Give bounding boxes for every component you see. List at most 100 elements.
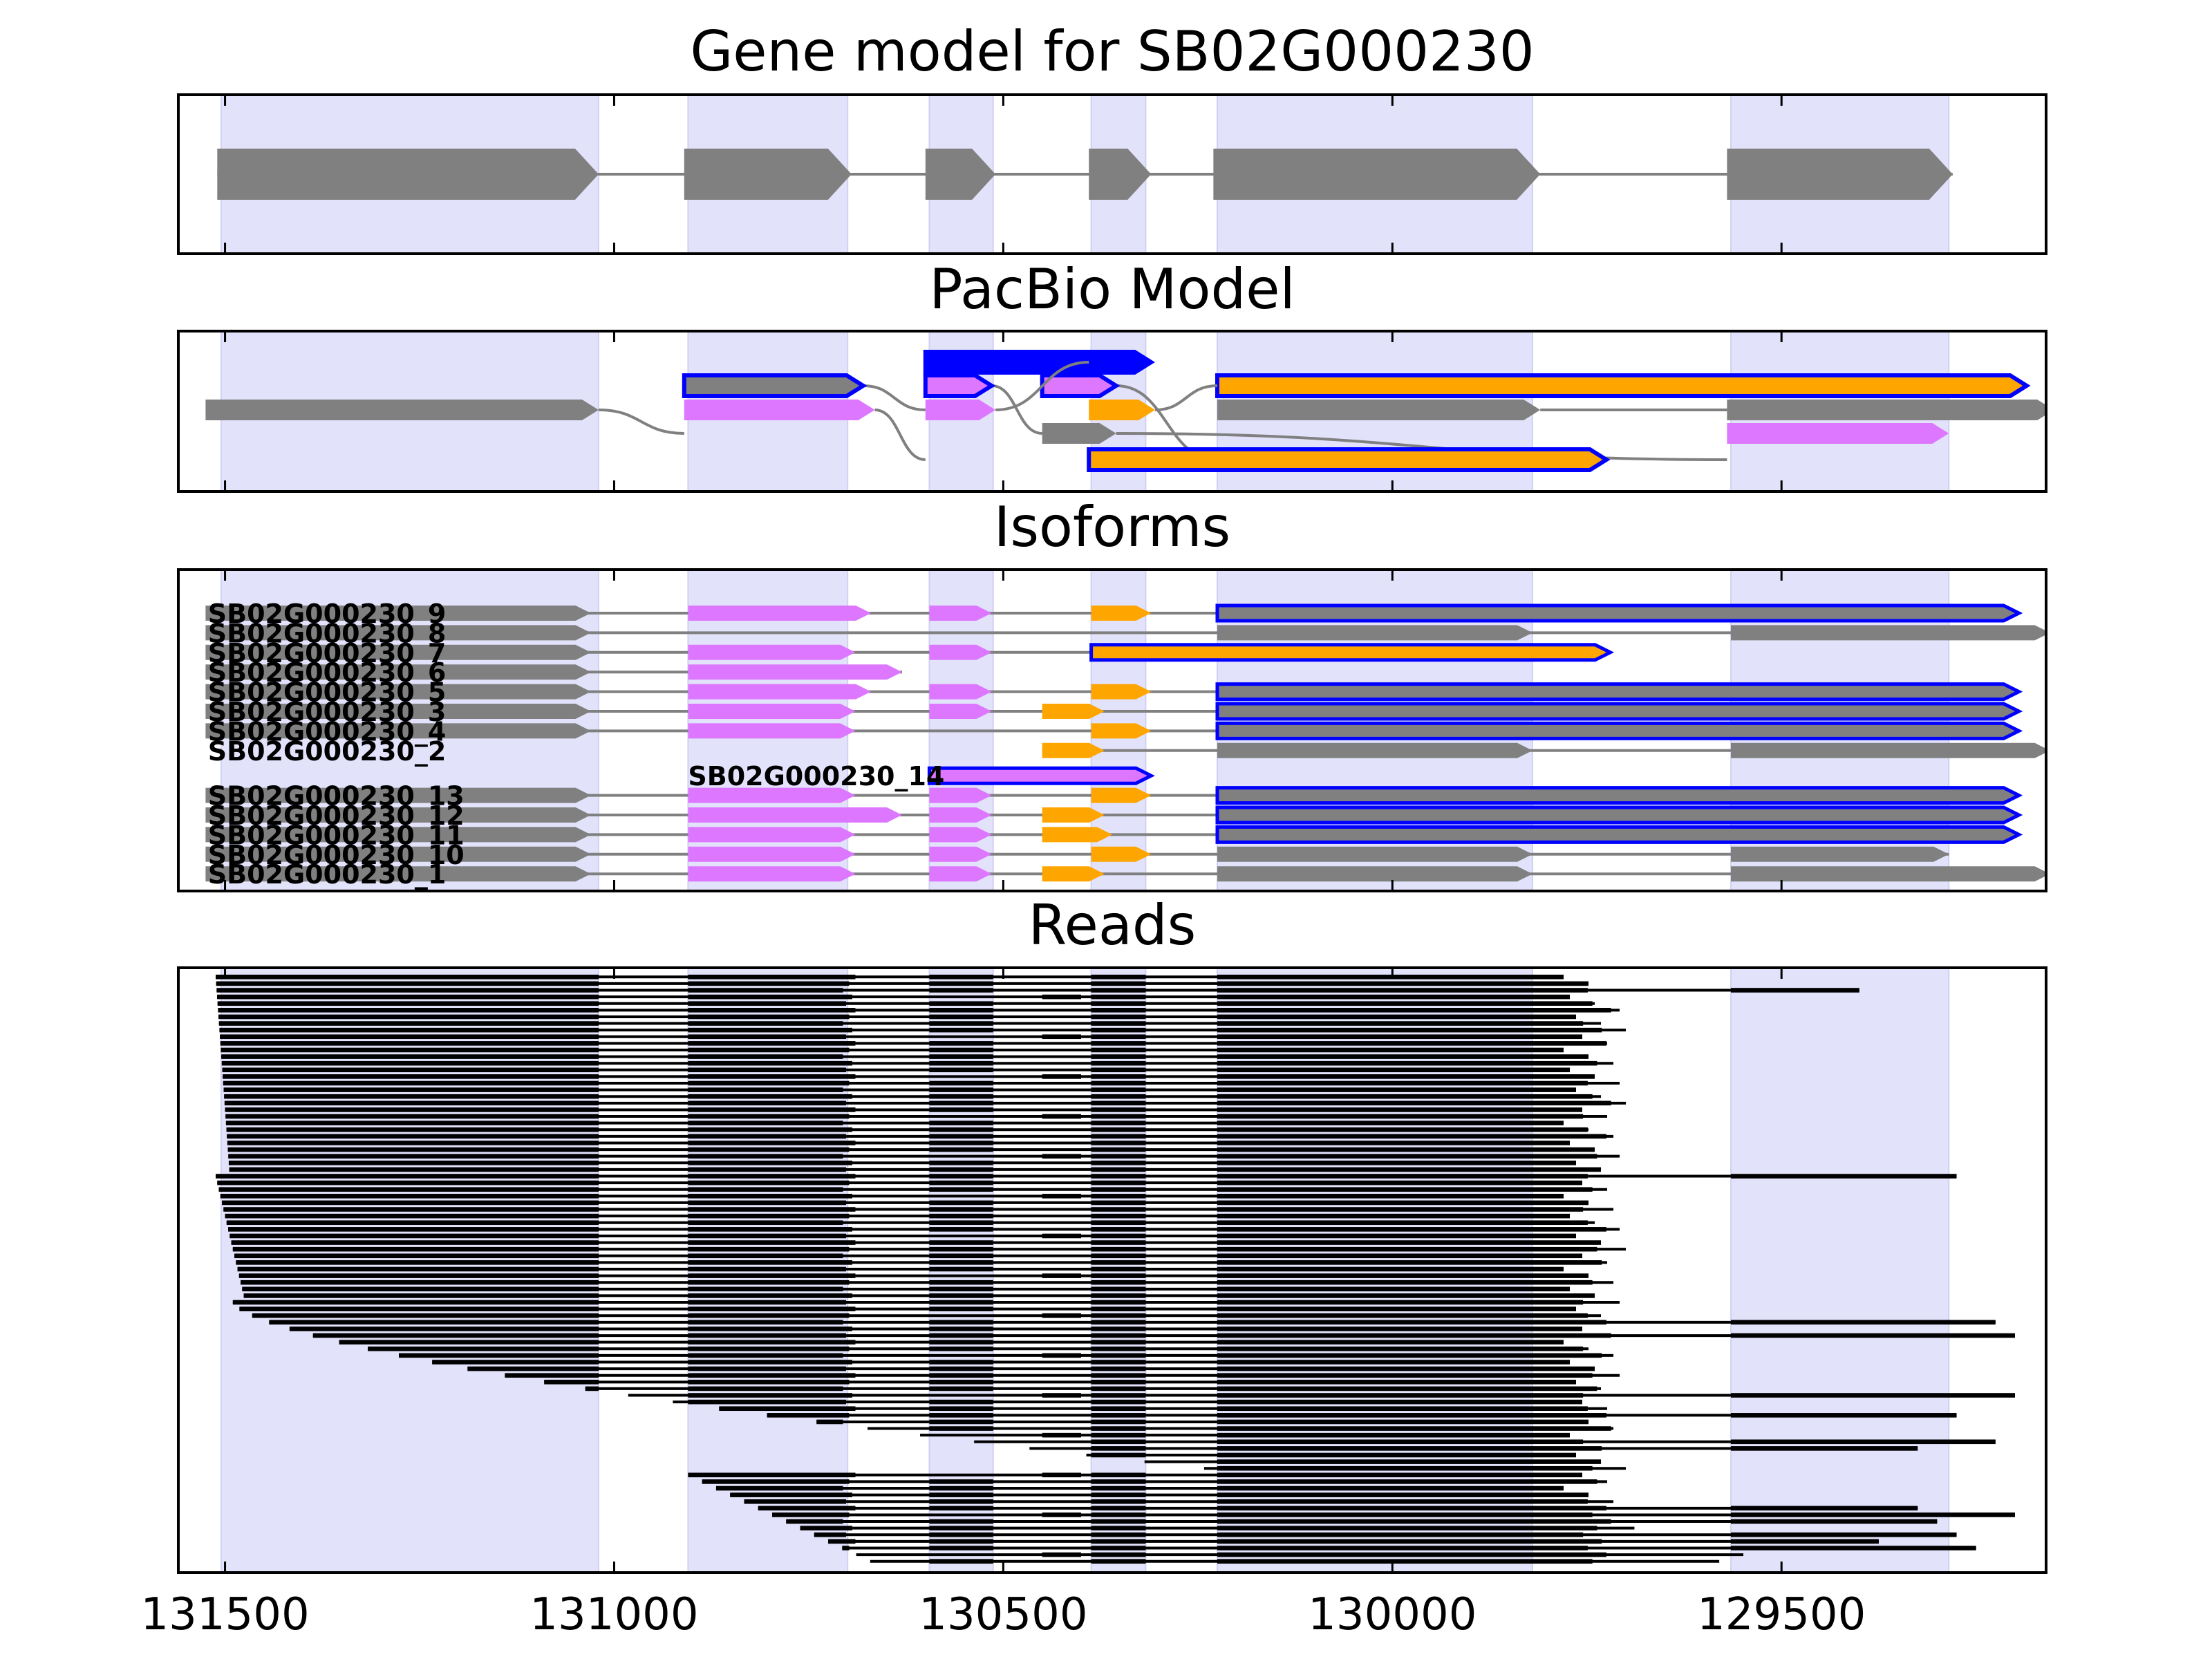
read-block (1091, 1419, 1146, 1425)
read-block (1091, 1067, 1146, 1073)
read-block (1091, 1060, 1146, 1066)
pacbio-exon (1215, 373, 2031, 398)
read-block (688, 1060, 852, 1066)
read-block (929, 1399, 993, 1405)
read-block (223, 1207, 599, 1212)
read-block (1217, 1432, 1570, 1438)
isoform-label: SB02G000230_5 (208, 677, 447, 708)
exon-arrow (1727, 149, 1953, 200)
isoform-exon (205, 807, 591, 823)
read-block (929, 1141, 993, 1145)
read-block (231, 1240, 599, 1245)
pacbio-exon (923, 373, 996, 398)
read-block (1091, 1472, 1146, 1478)
isoform-exon (929, 684, 992, 700)
read-block (688, 1174, 856, 1179)
read-block (218, 1021, 599, 1026)
read-block (715, 1485, 843, 1491)
isoform-exon (1215, 825, 2023, 844)
isoform-exon (1215, 702, 2023, 721)
isoform-exon (205, 866, 591, 882)
read-block (218, 1008, 599, 1013)
read-block (688, 1233, 846, 1239)
read-block (1091, 1446, 1146, 1451)
read-block (1217, 1034, 1583, 1040)
read-block (1731, 1506, 1918, 1511)
read-block (1217, 1160, 1576, 1165)
pacbio-model-exons (205, 350, 2046, 472)
read-block (1091, 1174, 1146, 1179)
read-block (688, 1100, 846, 1106)
read-block (227, 1147, 599, 1152)
read-block (730, 1492, 852, 1497)
read-block (929, 1100, 993, 1106)
read-block (929, 1499, 993, 1504)
isoform-exon (688, 684, 871, 700)
read-block (218, 1014, 599, 1020)
read-block (929, 1021, 993, 1026)
read-block (1091, 1021, 1146, 1026)
read-block (1091, 1207, 1146, 1212)
read-block (772, 1512, 850, 1517)
read-block (1217, 1087, 1576, 1092)
read-block (216, 988, 599, 993)
read-block (688, 1121, 843, 1125)
read-block (1217, 1107, 1583, 1112)
read-block (234, 1253, 599, 1259)
pacbio-exon (684, 400, 875, 420)
read-block (1091, 1266, 1146, 1272)
read-block (289, 1327, 599, 1331)
read-block (1217, 1134, 1606, 1139)
read-block (220, 1034, 599, 1040)
read-block (688, 1207, 856, 1212)
read-block (929, 1160, 993, 1165)
read-block (929, 988, 993, 993)
read-block (1217, 1479, 1597, 1484)
read-block (929, 1419, 993, 1425)
read-block (1217, 1008, 1611, 1013)
pacbio-model-ticks (224, 331, 1783, 491)
read-block (929, 1094, 993, 1099)
read-block (1217, 1333, 1611, 1338)
read-block (688, 1293, 852, 1298)
read-block (227, 1134, 599, 1139)
read-block (1217, 1187, 1593, 1192)
read-block (1091, 994, 1146, 1000)
read-block (1731, 1413, 1957, 1418)
read-block (688, 975, 856, 980)
read-block (1091, 1187, 1146, 1192)
read-block (242, 1286, 599, 1292)
isoform-exon (1217, 625, 1533, 641)
read-block (1091, 1240, 1146, 1245)
read-block (929, 1008, 993, 1013)
read-block (929, 1340, 993, 1344)
read-block (1042, 1034, 1081, 1040)
read-block (688, 1220, 843, 1226)
read-block (929, 1147, 993, 1152)
read-block (1091, 1094, 1146, 1099)
read-block (1091, 1286, 1146, 1292)
isoform-models: SB02G000230_9SB02G000230_8SB02G000230_7S… (205, 599, 2046, 890)
read-block (688, 1300, 846, 1305)
isoform-exon (929, 704, 992, 719)
read-block (929, 1492, 993, 1497)
read-block (688, 1107, 856, 1112)
read-block (688, 988, 843, 993)
read-block (1091, 1127, 1146, 1132)
isoform-exon (205, 704, 591, 719)
read-block (241, 1280, 599, 1285)
read-block (1217, 1147, 1595, 1152)
read-block (1091, 1200, 1146, 1206)
read-block (1217, 1094, 1593, 1099)
read-block (1091, 1340, 1146, 1344)
read-block (225, 1107, 599, 1112)
read-block (1042, 1074, 1081, 1079)
pacbio-exon (925, 400, 996, 420)
exon-arrow (1213, 149, 1541, 200)
read-block (688, 1213, 850, 1219)
read-block (243, 1293, 599, 1298)
splice-curve (991, 384, 1042, 435)
read-block (929, 1240, 993, 1245)
pacbio-exon (1042, 423, 1116, 444)
read-block (929, 1027, 993, 1033)
